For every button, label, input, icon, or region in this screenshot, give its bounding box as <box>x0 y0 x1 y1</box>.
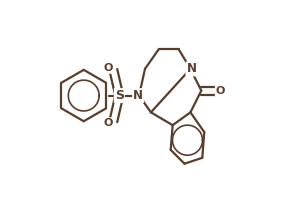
Text: N: N <box>186 62 196 75</box>
Text: O: O <box>216 86 225 96</box>
Text: O: O <box>104 118 113 128</box>
Text: O: O <box>104 63 113 73</box>
Text: N: N <box>133 89 143 102</box>
Text: S: S <box>115 89 124 102</box>
